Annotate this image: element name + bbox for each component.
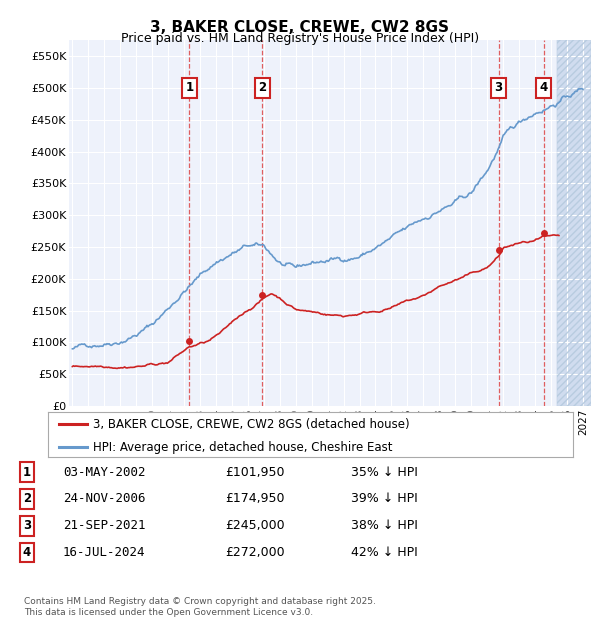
Text: £272,000: £272,000 [225, 546, 284, 559]
Text: 1: 1 [23, 466, 31, 479]
Text: 4: 4 [539, 81, 548, 94]
Text: 35% ↓ HPI: 35% ↓ HPI [351, 466, 418, 479]
Text: 3: 3 [23, 520, 31, 532]
Text: 3: 3 [494, 81, 503, 94]
Bar [557, 40, 591, 406]
Text: HPI: Average price, detached house, Cheshire East: HPI: Average price, detached house, Ches… [92, 441, 392, 454]
Bar [557, 40, 591, 406]
Text: 21-SEP-2021: 21-SEP-2021 [63, 520, 146, 532]
Text: Price paid vs. HM Land Registry's House Price Index (HPI): Price paid vs. HM Land Registry's House … [121, 32, 479, 45]
Text: 16-JUL-2024: 16-JUL-2024 [63, 546, 146, 559]
Text: 2: 2 [23, 492, 31, 505]
Text: 38% ↓ HPI: 38% ↓ HPI [351, 520, 418, 532]
Text: £101,950: £101,950 [225, 466, 284, 479]
Text: 1: 1 [185, 81, 193, 94]
Text: Contains HM Land Registry data © Crown copyright and database right 2025.
This d: Contains HM Land Registry data © Crown c… [24, 598, 376, 617]
Text: 3, BAKER CLOSE, CREWE, CW2 8GS (detached house): 3, BAKER CLOSE, CREWE, CW2 8GS (detached… [92, 418, 409, 431]
Text: 42% ↓ HPI: 42% ↓ HPI [351, 546, 418, 559]
Text: 2: 2 [258, 81, 266, 94]
Text: £245,000: £245,000 [225, 520, 284, 532]
Text: 39% ↓ HPI: 39% ↓ HPI [351, 492, 418, 505]
Text: 4: 4 [23, 546, 31, 559]
Text: 24-NOV-2006: 24-NOV-2006 [63, 492, 146, 505]
Text: 3, BAKER CLOSE, CREWE, CW2 8GS: 3, BAKER CLOSE, CREWE, CW2 8GS [151, 20, 449, 35]
Text: 03-MAY-2002: 03-MAY-2002 [63, 466, 146, 479]
Text: £174,950: £174,950 [225, 492, 284, 505]
